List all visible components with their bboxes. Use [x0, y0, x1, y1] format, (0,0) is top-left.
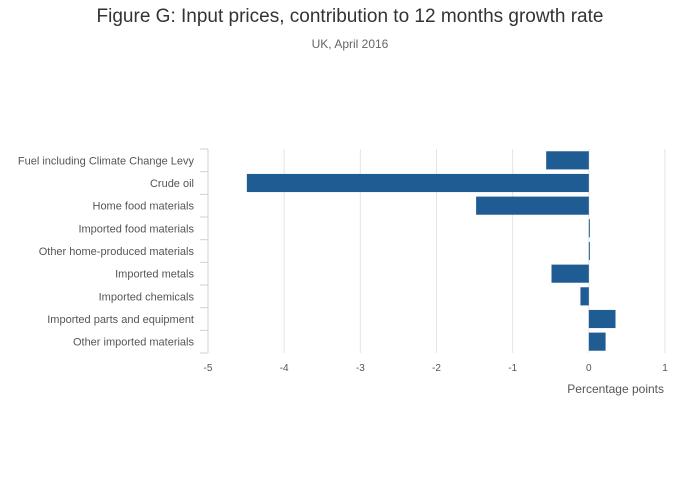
category-label: Crude oil: [150, 178, 194, 190]
x-tick-labels: -5 -4 -3 -2 -1 0 1: [204, 363, 669, 374]
x-tick-label: -1: [508, 363, 517, 374]
chart-title: Figure G: Input prices, contribution to …: [96, 6, 604, 27]
bar: [588, 309, 616, 329]
category-label: Imported chemicals: [99, 291, 195, 303]
bar: [476, 196, 589, 215]
category-label: Imported parts and equipment: [47, 314, 194, 326]
category-label: Other imported materials: [73, 337, 195, 349]
bar: [580, 287, 589, 306]
bar: [246, 173, 589, 193]
category-label: Fuel including Climate Change Levy: [18, 155, 195, 167]
x-tick-label: 0: [586, 363, 592, 374]
category-label: Home food materials: [93, 201, 195, 213]
x-tick-label: -2: [432, 363, 441, 374]
x-tick-label: -4: [280, 363, 289, 374]
bar: [588, 241, 590, 261]
category-label: Other home-produced materials: [39, 246, 195, 258]
bar: [546, 151, 589, 170]
x-axis-title: Percentage points: [567, 382, 664, 396]
category-labels: Fuel including Climate Change Levy Crude …: [18, 155, 195, 348]
bar: [588, 332, 606, 351]
x-tick-label: 1: [662, 363, 668, 374]
chart-subtitle: UK, April 2016: [311, 37, 389, 51]
bar: [551, 264, 589, 283]
bar: [588, 219, 590, 238]
bars: [246, 151, 616, 351]
category-label: Imported metals: [115, 269, 194, 281]
x-tick-label: -3: [356, 363, 365, 374]
x-tick-label: -5: [204, 363, 213, 374]
category-label: Imported food materials: [78, 223, 194, 235]
